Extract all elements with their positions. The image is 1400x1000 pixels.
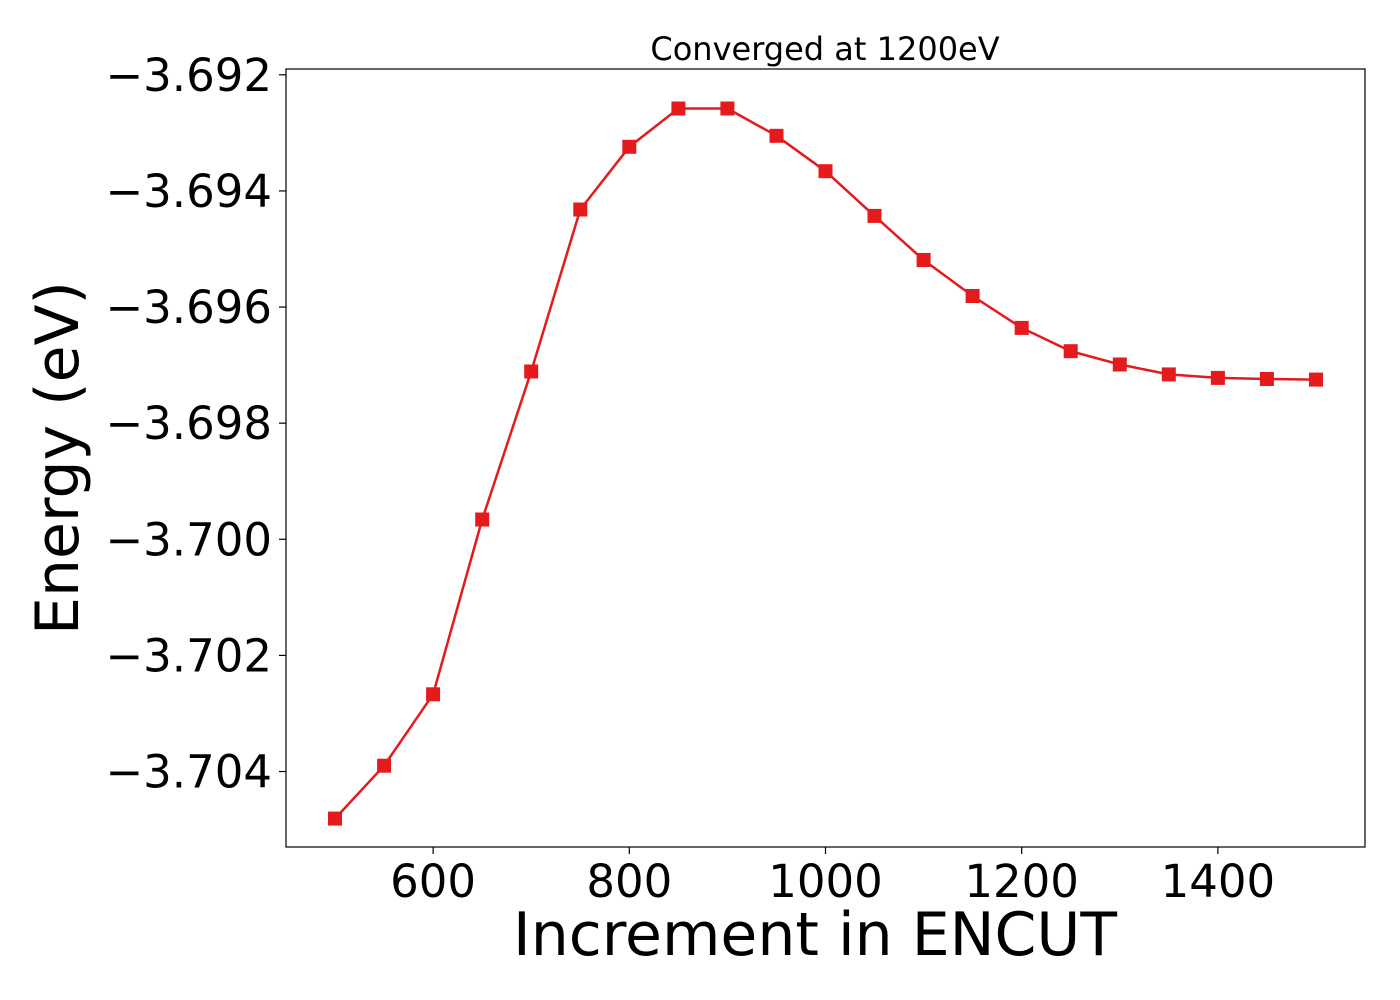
series-layer <box>328 102 1323 826</box>
plot-area-frame <box>286 69 1365 847</box>
data-point-marker <box>1064 344 1078 358</box>
series-line <box>335 109 1316 819</box>
data-point-marker <box>917 253 931 267</box>
y-tick-label: −3.692 <box>105 49 272 102</box>
data-point-marker <box>770 129 784 143</box>
data-point-marker <box>671 102 685 116</box>
y-tick-label: −3.696 <box>105 281 272 334</box>
y-tick-label: −3.704 <box>105 746 272 799</box>
x-tick-label: 1400 <box>1161 855 1276 908</box>
data-point-marker <box>524 365 538 379</box>
data-point-marker <box>819 164 833 178</box>
data-point-marker <box>1211 371 1225 385</box>
y-tick-label: −3.702 <box>105 629 272 682</box>
x-axis-label: Increment in ENCUT <box>513 900 1117 970</box>
y-axis-label: Energy (eV) <box>23 281 93 635</box>
data-point-marker <box>966 289 980 303</box>
y-tick-label: −3.700 <box>105 513 272 566</box>
data-point-marker <box>573 203 587 217</box>
data-point-marker <box>475 513 489 527</box>
data-point-marker <box>426 687 440 701</box>
data-point-marker <box>1260 372 1274 386</box>
data-point-marker <box>868 209 882 223</box>
data-point-marker <box>377 759 391 773</box>
data-point-marker <box>622 140 636 154</box>
data-point-marker <box>720 102 734 116</box>
chart-title: Converged at 1200eV <box>650 30 999 68</box>
y-tick-label: −3.694 <box>105 165 272 218</box>
y-axis: −3.692 −3.694 −3.696 −3.698 −3.700 −3.702 −3.7… <box>105 49 286 799</box>
y-tick-label: −3.698 <box>105 397 272 450</box>
data-point-marker <box>1015 321 1029 335</box>
data-point-marker <box>1113 358 1127 372</box>
data-point-marker <box>328 812 342 826</box>
data-point-marker <box>1309 373 1323 387</box>
data-point-marker <box>1162 367 1176 381</box>
x-tick-label: 600 <box>390 855 476 908</box>
x-axis: 600 800 1000 1200 1400 <box>390 847 1275 908</box>
